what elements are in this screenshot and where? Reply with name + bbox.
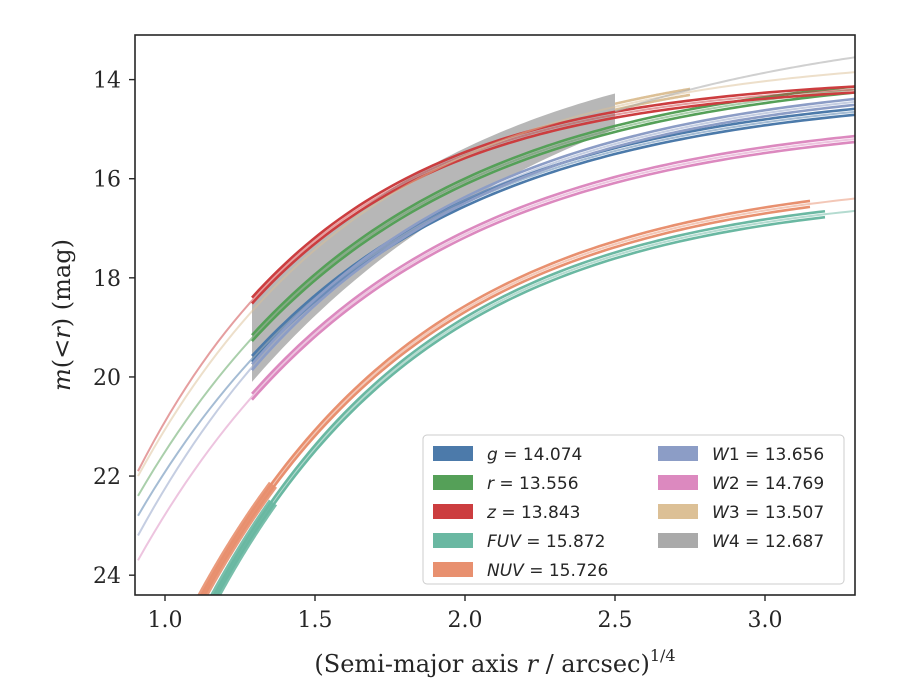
line-w2-err [251, 140, 855, 401]
legend-label-nuv: NUV = 15.726 [487, 561, 608, 581]
x-axis-title: (Semi-major axis r / arcsec)1/4 [314, 646, 675, 678]
x-tick-label: 3.0 [748, 608, 783, 633]
y-tick-label: 16 [93, 168, 121, 193]
legend-swatch-nuv [433, 562, 473, 577]
legend-label-fuv: FUV = 15.872 [487, 532, 605, 552]
y-axis: 14 16 18 20 22 24 [93, 69, 135, 589]
legend-label-r: r = 13.556 [487, 474, 579, 494]
y-tick-label: 14 [93, 69, 121, 94]
line-z [251, 85, 855, 299]
legend-label-w3: W3 = 13.507 [712, 503, 824, 523]
line-faint-nuv [201, 197, 855, 595]
legend-swatch-fuv [433, 533, 473, 548]
line-faint-r [137, 88, 855, 497]
line-fuv-err [215, 215, 826, 595]
y-tick-label: 24 [93, 564, 121, 589]
line-g-err [251, 113, 855, 363]
legend-swatch-w4 [658, 533, 698, 548]
line-faint-fuv [214, 209, 855, 595]
line-w1 [251, 97, 855, 366]
x-axis: 1.0 1.5 2.0 2.5 3.0 [148, 595, 783, 633]
legend-label-z: z = 13.843 [486, 503, 580, 523]
line-z-err [251, 91, 855, 305]
y-tick-label: 20 [93, 366, 121, 391]
line-w4 [614, 56, 855, 113]
legend-swatch-w3 [658, 504, 698, 519]
legend-swatch-g [433, 446, 473, 461]
line-faint-w2 [137, 138, 855, 561]
legend-label-g: g = 14.074 [487, 445, 582, 465]
y-tick-label: 18 [93, 267, 121, 292]
legend: g = 14.074 r = 13.556 z = 13.843 FUV = 15.8… [422, 434, 845, 585]
legend-box [422, 434, 845, 585]
line-nuv-err [203, 205, 811, 595]
plot-frame [134, 34, 856, 596]
line-faint-z [137, 88, 855, 472]
series-lines [137, 56, 855, 595]
line-faint-w3 [137, 71, 855, 477]
x-tick-label: 2.5 [598, 608, 633, 633]
line-r-err [251, 91, 855, 342]
line-w2 [251, 134, 855, 395]
line-nuv [199, 199, 811, 595]
x-tick-label: 2.0 [448, 608, 483, 633]
y-tick-label: 22 [93, 465, 121, 490]
line-fuv [212, 209, 826, 595]
legend-swatch-w1 [658, 446, 698, 461]
y-axis-title: m(<r) (mag) [48, 239, 76, 391]
line-w1-err [251, 103, 855, 372]
legend-swatch-z [433, 504, 473, 519]
legend-label-w2: W2 = 14.769 [712, 474, 824, 494]
line-w3 [614, 87, 691, 106]
legend-label-w4: W4 = 12.687 [712, 532, 824, 552]
legend-swatch-r [433, 475, 473, 490]
legend-swatch-w2 [658, 475, 698, 490]
line-faint-w1 [137, 100, 855, 537]
legend-label-w1: W1 = 13.656 [712, 445, 824, 465]
x-tick-label: 1.0 [148, 608, 183, 633]
x-tick-label: 1.5 [298, 608, 333, 633]
band-w4 [252, 93, 615, 382]
